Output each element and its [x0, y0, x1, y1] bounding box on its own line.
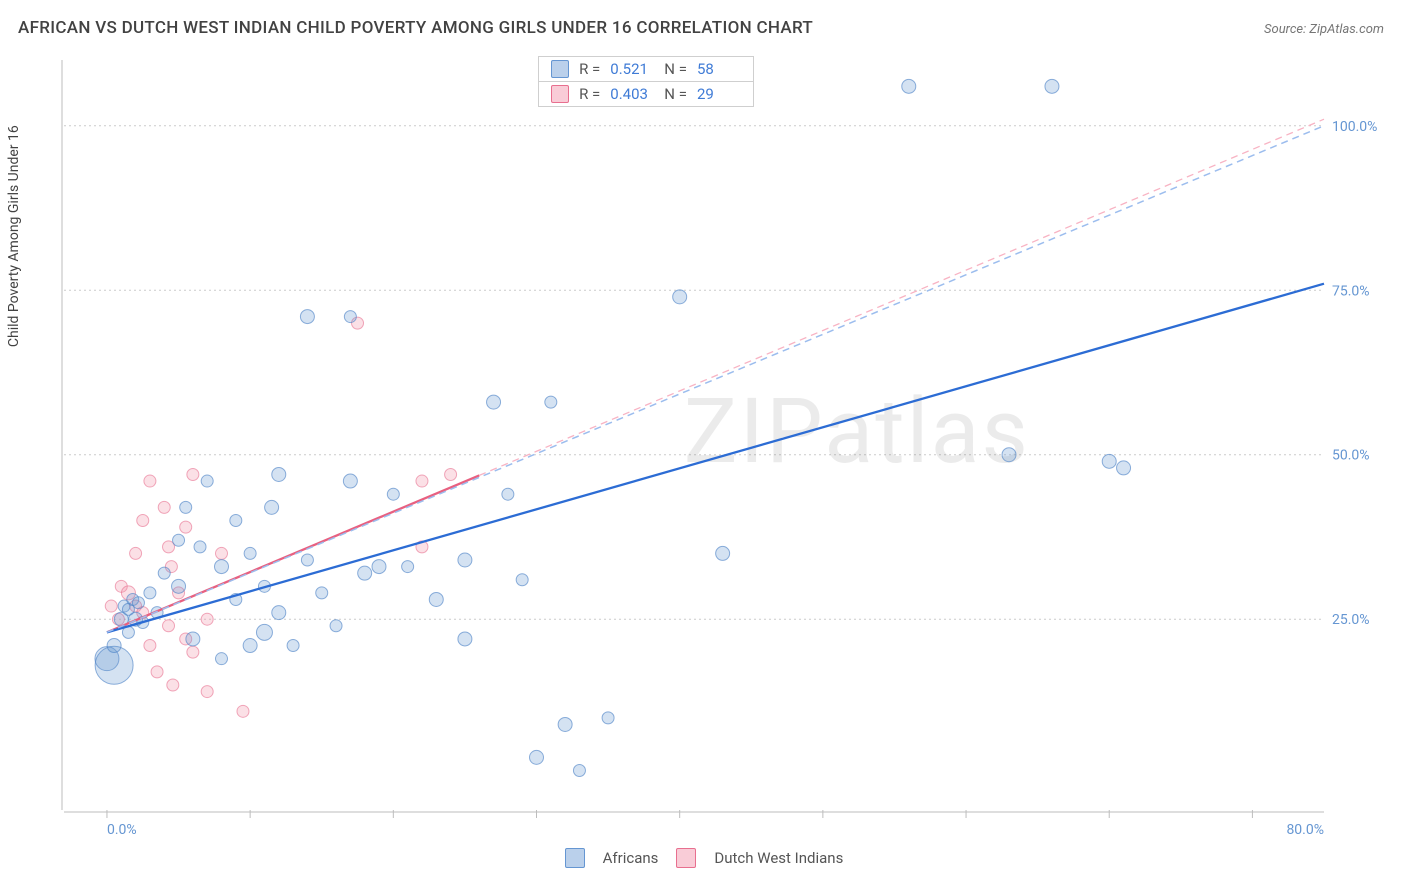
swatch-icon-a: [551, 60, 569, 78]
n-value-b: 29: [697, 85, 741, 103]
stats-row-series-b: R = 0.403 N = 29: [538, 82, 754, 107]
chart-title: AFRICAN VS DUTCH WEST INDIAN CHILD POVER…: [18, 18, 813, 38]
y-axis-label: Child Poverty Among Girls Under 16: [6, 125, 22, 347]
n-label: N =: [664, 85, 687, 103]
stats-row-series-a: R = 0.521 N = 58: [538, 56, 754, 82]
svg-text:80.0%: 80.0%: [1286, 822, 1324, 838]
n-value-a: 58: [697, 60, 741, 78]
svg-text:25.0%: 25.0%: [1332, 612, 1370, 628]
svg-text:50.0%: 50.0%: [1332, 448, 1370, 464]
chart-plot-area: ZIPatlas 25.0% 50.0% 75.0% 100.0% 0.0% 80.0%: [60, 52, 1388, 840]
svg-text:75.0%: 75.0%: [1332, 283, 1370, 299]
svg-text:100.0%: 100.0%: [1332, 119, 1377, 135]
source-attribution: Source: ZipAtlas.com: [1264, 22, 1384, 37]
series-legend: Africans Dutch West Indians: [565, 848, 844, 868]
svg-text:0.0%: 0.0%: [107, 822, 137, 838]
swatch-icon-b: [676, 848, 696, 868]
n-label: N =: [664, 60, 687, 78]
svg-text:ZIPatlas: ZIPatlas: [684, 379, 1030, 484]
swatch-icon-a: [565, 848, 585, 868]
legend-label-b: Dutch West Indians: [714, 849, 843, 867]
correlation-stats-box: R = 0.521 N = 58 R = 0.403 N = 29: [538, 56, 754, 107]
r-label: R =: [579, 60, 600, 78]
r-value-a: 0.521: [610, 60, 654, 78]
swatch-icon-b: [551, 85, 569, 103]
legend-label-a: Africans: [603, 849, 659, 867]
r-value-b: 0.403: [610, 85, 654, 103]
r-label: R =: [579, 85, 600, 103]
